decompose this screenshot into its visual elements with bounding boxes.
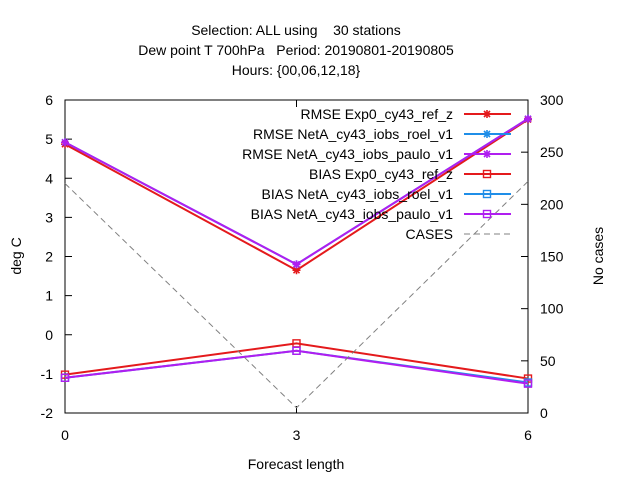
y-tick-label: 0 (45, 327, 53, 343)
data-point (292, 260, 301, 269)
data-point (524, 114, 532, 123)
y2-tick-label: 0 (540, 405, 548, 421)
legend: RMSE Exp0_cy43_ref_z RMSE NetA_cy43_iobs_… (242, 106, 511, 242)
data-point (292, 346, 301, 355)
y-tick-label: 1 (45, 288, 53, 304)
legend-label: BIAS Exp0_cy43_ref_z (309, 166, 453, 182)
y-axis-label: deg C (8, 237, 24, 274)
legend-label: BIAS NetA_cy43_iobs_paulo_v1 (251, 206, 454, 222)
y-tick-label: 3 (45, 209, 53, 225)
data-point (482, 169, 492, 179)
data-point (483, 110, 491, 118)
y2-tick-label: 200 (540, 196, 564, 212)
y-tick-label: 4 (45, 170, 53, 186)
y-axis-ticks: -2 -1 0 1 2 3 4 5 6 (41, 92, 72, 421)
series-line (64, 181, 529, 409)
series-bias-exp0-cy43-ref-z (60, 339, 533, 383)
y-tick-label: 5 (45, 131, 53, 147)
series-line (64, 349, 529, 384)
legend-label: RMSE Exp0_cy43_ref_z (300, 106, 453, 122)
y-tick-label: -1 (41, 366, 54, 382)
data-point (483, 150, 491, 158)
x-tick-label: 6 (524, 427, 532, 443)
series-rmse-neta-cy43-iobs-paulo-v1 (61, 114, 532, 269)
y2-tick-label: 150 (540, 249, 564, 265)
data-point (483, 130, 491, 138)
legend-label: RMSE NetA_cy43_iobs_roel_v1 (253, 126, 453, 142)
series-lines (60, 114, 533, 409)
title-line: Selection: ALL using 30 stations (191, 22, 401, 38)
data-point (482, 189, 492, 199)
title-line: Hours: {00,06,12,18} (232, 62, 361, 78)
data-point (292, 266, 301, 275)
x-axis-label: Forecast length (248, 456, 345, 472)
y-tick-label: -2 (41, 405, 54, 421)
y-tick-label: 6 (45, 92, 53, 108)
series-bias-neta-cy43-iobs-paulo-v1 (60, 346, 533, 388)
chart-title: Selection: ALL using 30 stations Dew poin… (138, 22, 454, 78)
y2-tick-label: 300 (540, 92, 564, 108)
series-cases (64, 181, 529, 409)
series-bias-neta-cy43-iobs-roel-v1 (60, 346, 533, 387)
x-tick-label: 3 (293, 427, 301, 443)
y-tick-label: 2 (45, 249, 53, 265)
legend-label: CASES (406, 226, 453, 242)
series-line (64, 342, 529, 380)
title-line: Dew point T 700hPa Period: 20190801-2019… (138, 42, 454, 58)
y2-tick-label: 50 (540, 353, 556, 369)
x-tick-label: 0 (61, 427, 69, 443)
y2-axis-label: No cases (590, 227, 606, 285)
data-point (61, 138, 69, 147)
series-line (64, 349, 529, 385)
legend-label: BIAS NetA_cy43_iobs_roel_v1 (262, 186, 454, 202)
data-point (482, 209, 492, 219)
y2-axis-ticks: 0 50 100 150 200 250 300 (521, 92, 564, 421)
y2-tick-label: 100 (540, 301, 564, 317)
data-point (523, 379, 533, 388)
y2-tick-label: 250 (540, 144, 564, 160)
data-point (60, 373, 70, 382)
legend-label: RMSE NetA_cy43_iobs_paulo_v1 (242, 146, 453, 162)
